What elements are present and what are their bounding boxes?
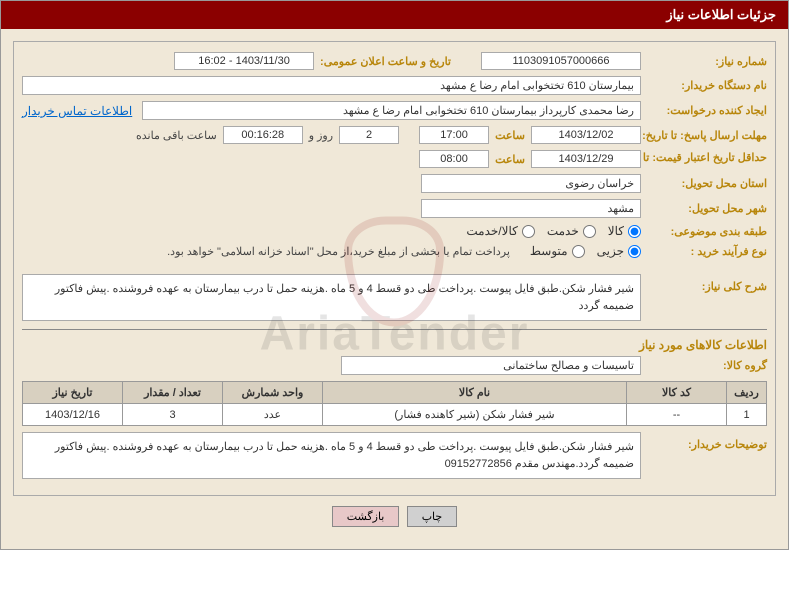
announce-date-field: 1403/11/30 - 16:02 bbox=[174, 52, 314, 70]
request-number-field: 1103091057000666 bbox=[481, 52, 641, 70]
td-need-date: 1403/12/16 bbox=[23, 404, 123, 426]
days-text: روز و bbox=[309, 129, 333, 142]
form-box: شماره نیاز: 1103091057000666 تاریخ و ساع… bbox=[13, 41, 776, 496]
th-need-date: تاریخ نیاز bbox=[23, 382, 123, 404]
classification-label: طبقه بندی موضوعی: bbox=[647, 225, 767, 238]
td-row: 1 bbox=[727, 404, 767, 426]
purchase-note: پرداخت تمام یا بخشی از مبلغ خرید،از محل … bbox=[167, 245, 510, 258]
th-row: ردیف bbox=[727, 382, 767, 404]
general-desc-label: شرح کلی نیاز: bbox=[647, 274, 767, 293]
td-qty: 3 bbox=[123, 404, 223, 426]
announce-date-label: تاریخ و ساعت اعلان عمومی: bbox=[320, 55, 451, 68]
radio-partial-input[interactable] bbox=[628, 245, 641, 258]
buyer-org-field: بیمارستان 610 تختخوابی امام رضا ع مشهد bbox=[22, 76, 641, 95]
radio-partial[interactable]: جزیی bbox=[597, 244, 641, 258]
panel-header: جزئیات اطلاعات نیاز bbox=[1, 1, 788, 29]
validity-label: حداقل تاریخ اعتبار قیمت: تا تاریخ: bbox=[647, 152, 767, 165]
back-button[interactable]: بازگشت bbox=[332, 506, 400, 527]
th-code: کد کالا bbox=[627, 382, 727, 404]
days-count-field: 2 bbox=[339, 126, 399, 144]
buyer-org-label: نام دستگاه خریدار: bbox=[647, 79, 767, 92]
validity-time-field: 08:00 bbox=[419, 150, 489, 168]
header-title: جزئیات اطلاعات نیاز bbox=[666, 7, 776, 22]
requester-label: ایجاد کننده درخواست: bbox=[647, 104, 767, 117]
main-container: جزئیات اطلاعات نیاز AriaTender شماره نیا… bbox=[0, 0, 789, 550]
classification-group: کالا خدمت کالا/خدمت bbox=[466, 224, 641, 238]
goods-group-field: تاسیسات و مصالح ساختمانی bbox=[341, 356, 641, 375]
radio-both[interactable]: کالا/خدمت bbox=[466, 224, 534, 238]
radio-medium-input[interactable] bbox=[572, 245, 585, 258]
td-code: -- bbox=[627, 404, 727, 426]
radio-goods[interactable]: کالا bbox=[608, 224, 641, 238]
items-section-title: اطلاعات کالاهای مورد نیاز bbox=[22, 338, 767, 352]
deadline-time-field: 17:00 bbox=[419, 126, 489, 144]
time-label-1: ساعت bbox=[495, 129, 525, 142]
purchase-type-group: جزیی متوسط bbox=[530, 244, 641, 258]
items-table: ردیف کد کالا نام کالا واحد شمارش تعداد /… bbox=[22, 381, 767, 426]
radio-goods-input[interactable] bbox=[628, 225, 641, 238]
requester-field: رضا محمدی کارپرداز بیمارستان 610 تختخواب… bbox=[142, 101, 641, 120]
deadline-date-field: 1403/12/02 bbox=[531, 126, 641, 144]
goods-group-label: گروه کالا: bbox=[647, 359, 767, 372]
time-label-2: ساعت bbox=[495, 153, 525, 166]
content-area: AriaTender شماره نیاز: 1103091057000666 … bbox=[1, 29, 788, 549]
radio-service-input[interactable] bbox=[583, 225, 596, 238]
radio-medium[interactable]: متوسط bbox=[530, 244, 585, 258]
city-field: مشهد bbox=[421, 199, 641, 218]
print-button[interactable]: چاپ bbox=[407, 506, 458, 527]
buyer-notes-label: توضیحات خریدار: bbox=[647, 432, 767, 451]
validity-date-field: 1403/12/29 bbox=[531, 150, 641, 168]
table-header-row: ردیف کد کالا نام کالا واحد شمارش تعداد /… bbox=[23, 382, 767, 404]
general-desc-field: شیر فشار شکن.طبق فایل پیوست .پرداخت طی د… bbox=[22, 274, 641, 321]
th-unit: واحد شمارش bbox=[223, 382, 323, 404]
th-name: نام کالا bbox=[323, 382, 627, 404]
province-label: استان محل تحویل: bbox=[647, 177, 767, 190]
table-row: 1 -- شیر فشار شکن (شیر کاهنده فشار) عدد … bbox=[23, 404, 767, 426]
footer-buttons: چاپ بازگشت bbox=[13, 496, 776, 537]
td-unit: عدد bbox=[223, 404, 323, 426]
province-field: خراسان رضوی bbox=[421, 174, 641, 193]
td-name: شیر فشار شکن (شیر کاهنده فشار) bbox=[323, 404, 627, 426]
countdown-field: 00:16:28 bbox=[223, 126, 303, 144]
request-number-label: شماره نیاز: bbox=[647, 55, 767, 68]
deadline-label: مهلت ارسال پاسخ: تا تاریخ: bbox=[647, 129, 767, 142]
radio-service[interactable]: خدمت bbox=[547, 224, 596, 238]
contact-link[interactable]: اطلاعات تماس خریدار bbox=[22, 104, 132, 118]
purchase-type-label: نوع فرآیند خرید : bbox=[647, 245, 767, 258]
radio-both-input[interactable] bbox=[522, 225, 535, 238]
th-qty: تعداد / مقدار bbox=[123, 382, 223, 404]
buyer-notes-field: شیر فشار شکن.طبق فایل پیوست .پرداخت طی د… bbox=[22, 432, 641, 479]
remaining-text: ساعت باقی مانده bbox=[136, 129, 217, 142]
city-label: شهر محل تحویل: bbox=[647, 202, 767, 215]
